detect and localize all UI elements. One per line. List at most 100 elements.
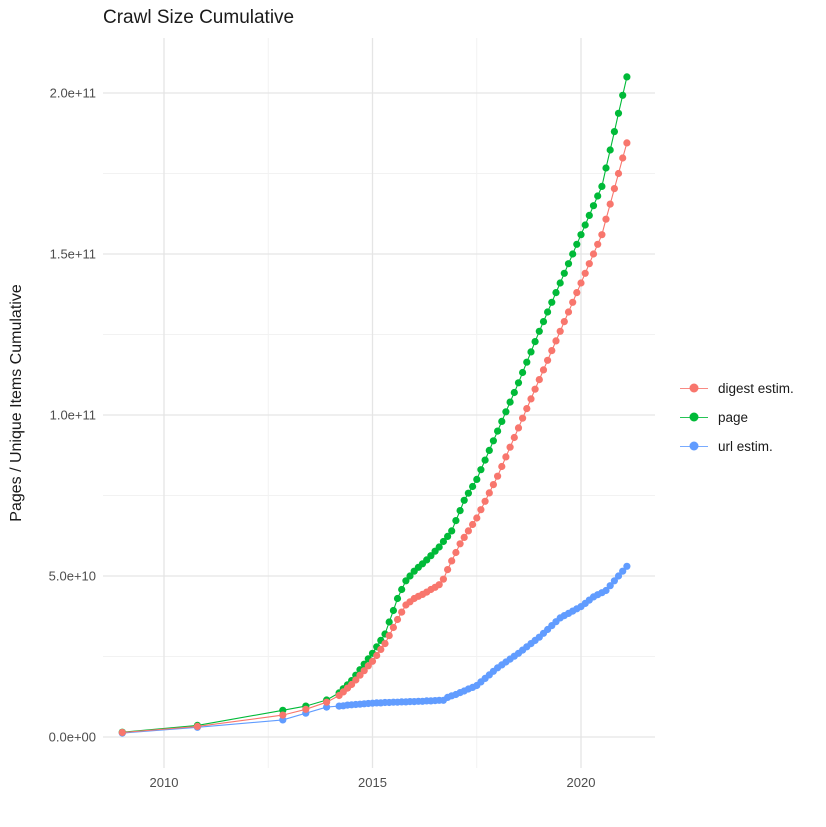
legend-key-icon (680, 407, 708, 427)
data-point (548, 347, 556, 355)
data-point (535, 327, 543, 335)
data-point (614, 169, 623, 178)
data-point (464, 489, 472, 497)
data-point (448, 527, 456, 535)
data-point (485, 446, 493, 454)
legend-entry-digest-estim-: digest estim. (680, 378, 794, 398)
data-point (373, 651, 381, 660)
data-point (444, 532, 452, 541)
data-point (393, 615, 402, 624)
data-point (393, 594, 402, 603)
data-point (452, 548, 460, 557)
data-point (473, 514, 481, 522)
data-point (519, 414, 527, 422)
data-point (544, 356, 552, 364)
data-point (573, 240, 581, 248)
data-point (623, 139, 631, 147)
data-point (469, 520, 477, 529)
data-point (577, 279, 585, 287)
data-point (439, 575, 447, 583)
data-point (619, 91, 627, 99)
data-point (193, 722, 201, 731)
data-point (602, 586, 610, 595)
data-point (352, 676, 360, 684)
data-point (623, 562, 631, 570)
data-point (544, 308, 552, 316)
data-point (473, 475, 481, 483)
legend-key-dot (689, 383, 699, 393)
data-point (506, 398, 514, 406)
data-point (489, 481, 497, 489)
data-point (623, 73, 631, 81)
data-point (606, 146, 614, 154)
data-point (477, 506, 485, 514)
data-point (514, 424, 523, 432)
data-point (581, 269, 589, 277)
x-tick-label: 2015 (358, 775, 387, 790)
data-point (469, 482, 477, 491)
data-point (564, 308, 573, 316)
data-point (385, 632, 393, 640)
data-point (510, 388, 518, 397)
data-point (560, 269, 568, 277)
data-point (460, 533, 468, 542)
data-point (594, 240, 602, 248)
data-point (564, 260, 573, 268)
data-point (435, 543, 443, 551)
data-point (606, 200, 614, 208)
data-point (427, 552, 435, 560)
data-point (456, 507, 464, 515)
data-point (556, 327, 564, 335)
data-point (548, 298, 556, 306)
legend: digest estim. page url estim. (680, 378, 794, 456)
data-point (598, 231, 606, 239)
legend-label: digest estim. (718, 380, 794, 396)
data-point (606, 582, 614, 590)
data-point (323, 698, 331, 706)
series-points-url-estim- (118, 562, 631, 737)
data-point (589, 202, 598, 210)
data-point (531, 338, 539, 346)
data-point (602, 215, 610, 223)
y-tick-label: 0.0e+00 (49, 730, 96, 745)
data-point (539, 366, 548, 374)
legend-key-icon (680, 378, 708, 398)
data-point (594, 192, 602, 200)
data-point (514, 379, 523, 387)
data-point (552, 289, 560, 297)
data-point (619, 154, 627, 162)
data-point (527, 348, 535, 356)
data-point (435, 581, 443, 589)
data-point (519, 368, 527, 377)
data-point (535, 376, 543, 384)
data-point (398, 585, 406, 594)
data-point (494, 427, 502, 435)
series-points-page (118, 73, 631, 736)
data-point (444, 566, 452, 574)
data-point (585, 260, 593, 268)
data-point (614, 572, 623, 580)
data-point (498, 462, 506, 471)
chart-title: Crawl Size Cumulative (103, 7, 295, 28)
data-point (560, 318, 568, 326)
data-point (527, 395, 535, 403)
y-tick-label: 1.0e+11 (50, 408, 96, 423)
data-point (464, 527, 472, 535)
data-point (552, 337, 560, 345)
data-point (485, 489, 493, 497)
data-point (569, 298, 577, 306)
data-point (439, 537, 447, 546)
data-point (389, 606, 397, 615)
x-tick-label: 2010 (150, 775, 179, 790)
data-point (498, 417, 506, 425)
data-point (460, 496, 468, 504)
data-point (448, 557, 456, 565)
data-point (481, 497, 489, 505)
data-point (481, 456, 489, 464)
data-point (452, 517, 460, 525)
data-point (356, 671, 364, 679)
data-point (523, 358, 531, 366)
legend-label: url estim. (718, 438, 773, 454)
data-point (494, 472, 502, 480)
